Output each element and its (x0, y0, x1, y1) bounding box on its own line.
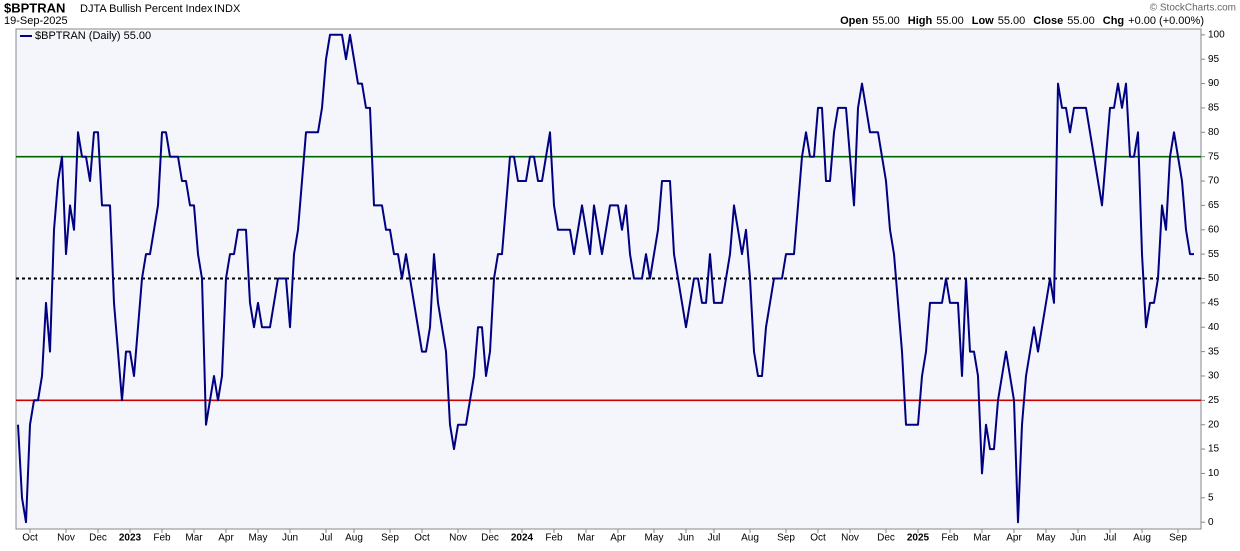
y-tick-label: 80 (1208, 127, 1220, 138)
quote-label: Close (1033, 15, 1063, 27)
quote: +0.00 (+0.00%) Chg 55.00 Close 55.00 Low 55.00… (840, 15, 1204, 27)
x-tick-label: Dec (481, 533, 499, 544)
y-tick-label: 95 (1208, 54, 1220, 65)
quote-value: 55.00 (1067, 15, 1095, 27)
x-tick-label: Jun (1070, 533, 1086, 544)
x-tick-label: Oct (22, 533, 38, 544)
quote-label: Open (840, 15, 868, 27)
x-tick-label: Dec (877, 533, 895, 544)
x-tick-label: Oct (810, 533, 826, 544)
x-tick-label: Jul (708, 533, 721, 544)
x-tick-label: Aug (1133, 533, 1151, 544)
y-tick-label: 35 (1208, 346, 1220, 357)
x-tick-label: Apr (218, 533, 234, 544)
x-tick-label: Aug (345, 533, 363, 544)
y-tick-label: 45 (1208, 298, 1220, 309)
quote-label: Chg (1103, 15, 1124, 27)
y-tick-label: 85 (1208, 103, 1220, 114)
quote-value: 55.00 (998, 15, 1026, 27)
x-tick-label: Jul (1104, 533, 1117, 544)
quote-value: 55.00 (936, 15, 964, 27)
exchange: INDX (214, 3, 241, 15)
x-tick-label: Jun (678, 533, 694, 544)
y-tick-label: 40 (1208, 322, 1220, 333)
y-tick-label: 50 (1208, 273, 1220, 284)
x-tick-label: Oct (414, 533, 430, 544)
x-tick-label: Mar (973, 533, 991, 544)
credit: © StockCharts.com (1150, 3, 1236, 14)
x-tick-label: Sep (777, 533, 795, 544)
x-tick-label: 2025 (907, 533, 930, 544)
x-tick-label: Nov (57, 533, 75, 544)
legend-label: $BPTRAN (Daily) 55.00 (35, 30, 151, 42)
quote-value: 55.00 (872, 15, 900, 27)
x-tick-label: Jul (320, 533, 333, 544)
series-line (17, 33, 1194, 524)
y-tick-label: 65 (1208, 200, 1220, 211)
x-tick-label: Jun (282, 533, 298, 544)
y-tick-label: 75 (1208, 151, 1220, 162)
x-tick-label: 2024 (511, 533, 534, 544)
x-tick-label: May (645, 533, 664, 544)
x-tick-label: Nov (449, 533, 467, 544)
y-tick-label: 5 (1208, 492, 1214, 503)
plot-area (15, 28, 1202, 530)
y-tick-label: 10 (1208, 468, 1220, 479)
y-tick-label: 55 (1208, 249, 1220, 260)
y-tick-label: 20 (1208, 419, 1220, 430)
x-tick-label: Feb (941, 533, 959, 544)
y-tick-label: 30 (1208, 371, 1220, 382)
x-tick-label: Nov (841, 533, 859, 544)
x-tick-label: Feb (545, 533, 563, 544)
y-tick-label: 90 (1208, 78, 1220, 89)
y-tick-label: 25 (1208, 395, 1220, 406)
date: 19-Sep-2025 (4, 15, 68, 27)
x-tick-label: Apr (1006, 533, 1022, 544)
quote-label: Low (972, 15, 994, 27)
x-tick-label: Mar (185, 533, 203, 544)
x-tick-label: Mar (577, 533, 595, 544)
x-tick-label: Dec (89, 533, 107, 544)
quote-value: +0.00 (+0.00%) (1128, 15, 1204, 27)
y-tick-label: 0 (1208, 517, 1214, 528)
x-tick-label: Aug (741, 533, 759, 544)
chart-title: DJTA Bullish Percent Index (80, 3, 213, 15)
x-tick-label: May (249, 533, 268, 544)
x-tick-label: Sep (1169, 533, 1187, 544)
quote-label: High (908, 15, 933, 27)
x-tick-label: 2023 (119, 533, 142, 544)
x-tick-label: Feb (153, 533, 171, 544)
y-tick-label: 100 (1208, 29, 1225, 40)
x-tick-label: May (1037, 533, 1056, 544)
y-tick-label: 60 (1208, 224, 1220, 235)
x-tick-label: Sep (381, 533, 399, 544)
y-tick-label: 15 (1208, 444, 1220, 455)
symbol: $BPTRAN (4, 0, 65, 15)
y-tick-label: 70 (1208, 176, 1220, 187)
x-tick-label: Apr (610, 533, 626, 544)
